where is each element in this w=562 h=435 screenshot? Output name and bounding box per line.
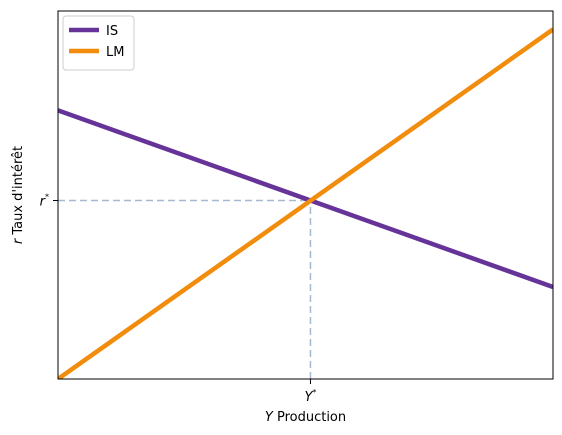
- plot-area: [58, 27, 553, 379]
- x-axis-symbol: Y: [265, 410, 274, 425]
- axes-frame: [57, 10, 554, 380]
- x-tick-sup: *: [312, 388, 316, 397]
- y-axis-label: r Taux d'intérêt: [11, 146, 26, 244]
- y-axis-symbol: r: [11, 237, 26, 244]
- series-layer: [58, 27, 553, 379]
- y-tick-label-r-star: r*: [40, 193, 49, 210]
- series-line-lm: [58, 27, 553, 379]
- x-axis-label: Y Production: [265, 410, 346, 425]
- x-tick-base: Y: [304, 390, 313, 405]
- legend: IS LM: [62, 15, 135, 71]
- x-tick-label-y-star: Y*: [304, 388, 316, 405]
- y-axis-text: Taux d'intérêt: [11, 146, 26, 239]
- x-axis-text: Production: [273, 410, 346, 425]
- legend-box: [62, 15, 135, 71]
- legend-label-is: IS: [106, 24, 118, 39]
- y-tick-base: r: [40, 195, 47, 210]
- legend-label-lm: LM: [106, 45, 124, 60]
- legend-item-is: IS: [69, 24, 118, 39]
- y-tick-sup: *: [45, 193, 49, 202]
- legend-items: IS LM: [69, 24, 124, 60]
- series-line-is: [58, 108, 553, 290]
- legend-item-lm: LM: [69, 45, 124, 60]
